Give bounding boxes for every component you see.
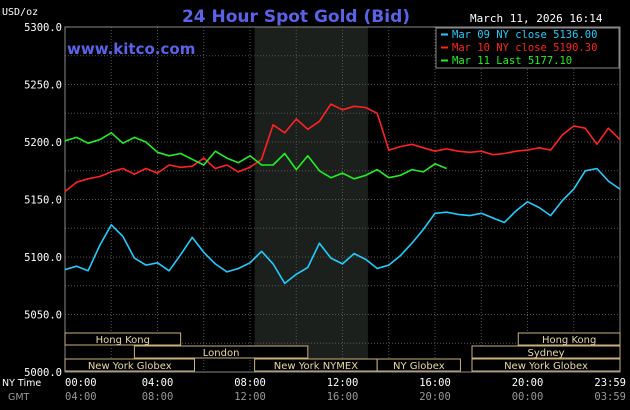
y-axis-ticks: 5300.0 5250.0 5200.0 5150.0 5100.0 5050.0 5000…	[24, 22, 62, 379]
y-tick-label: 5150.0	[24, 195, 62, 207]
y-tick-label: 5300.0	[24, 22, 62, 34]
x-tick-label-gmt: 20:00	[419, 391, 451, 403]
series-line	[64, 103, 621, 193]
session-label: Sydney	[527, 348, 564, 359]
session-label: New York Globex	[504, 361, 588, 372]
x-tick-label-ny: 20:00	[512, 377, 544, 389]
series-line	[64, 167, 621, 285]
session-label: NY Globex	[393, 361, 445, 372]
legend-entry: Mar 10 NY close 5190.30	[452, 42, 597, 54]
x-tick-label-gmt: 03:59	[594, 391, 626, 403]
x-tick-label-ny: 00:00	[65, 377, 97, 389]
session-bar	[471, 358, 621, 372]
x-tick-label-ny: 23:59	[594, 377, 626, 389]
session-bar	[376, 358, 461, 372]
session-bar	[471, 345, 621, 359]
x-tick-label-ny: 12:00	[327, 377, 359, 389]
x-tick-label-gmt: 12:00	[234, 391, 266, 403]
x-tick-label-gmt: 00:00	[512, 391, 544, 403]
x-tick-label-ny: 16:00	[419, 377, 451, 389]
chart-title: 24 Hour Spot Gold (Bid)	[182, 7, 410, 27]
y-unit-label: USD/oz	[2, 7, 38, 18]
y-tick-label: 5250.0	[24, 80, 62, 92]
trading-sessions: Hong Kong Hong Kong London Sydney New York G…	[64, 332, 621, 372]
y-tick-label: 5200.0	[24, 137, 62, 149]
legend-entry: Mar 09 NY close 5136.00	[452, 29, 597, 41]
session-bar	[133, 345, 309, 359]
x-row-label-ny: NY Time	[2, 378, 41, 389]
kitco-watermark: www.kitco.com	[67, 40, 195, 58]
series-line	[64, 132, 447, 180]
x-tick-label-gmt: 08:00	[142, 391, 174, 403]
timestamp: March 11, 2026 16:14	[470, 12, 603, 25]
plot-border	[64, 26, 621, 373]
session-label: New York NYMEX	[274, 361, 359, 372]
y-tick-label: 5050.0	[24, 310, 62, 322]
x-tick-label-ny: 08:00	[234, 377, 266, 389]
legend-entry: Mar 11 Last 5177.10	[452, 55, 572, 67]
session-label: Hong Kong	[542, 335, 596, 346]
session-bar	[64, 358, 195, 372]
session-label: London	[203, 348, 240, 359]
session-label: Hong Kong	[96, 335, 150, 346]
price-series	[64, 103, 621, 285]
session-bar	[517, 332, 621, 346]
x-tick-label-ny: 04:00	[142, 377, 174, 389]
x-tick-label-gmt: 04:00	[65, 391, 97, 403]
session-bar	[64, 332, 182, 346]
y-tick-label: 5000.0	[24, 367, 62, 379]
x-tick-label-gmt: 16:00	[327, 391, 359, 403]
y-tick-label: 5100.0	[24, 252, 62, 264]
x-row-label-gmt: GMT	[8, 392, 30, 403]
legend-box	[435, 27, 620, 69]
x-axis-ticks: 00:00 04:00 04:00 08:00 08:00 12:00 12:00 16:00…	[2, 377, 626, 403]
session-label: New York Globex	[88, 361, 172, 372]
